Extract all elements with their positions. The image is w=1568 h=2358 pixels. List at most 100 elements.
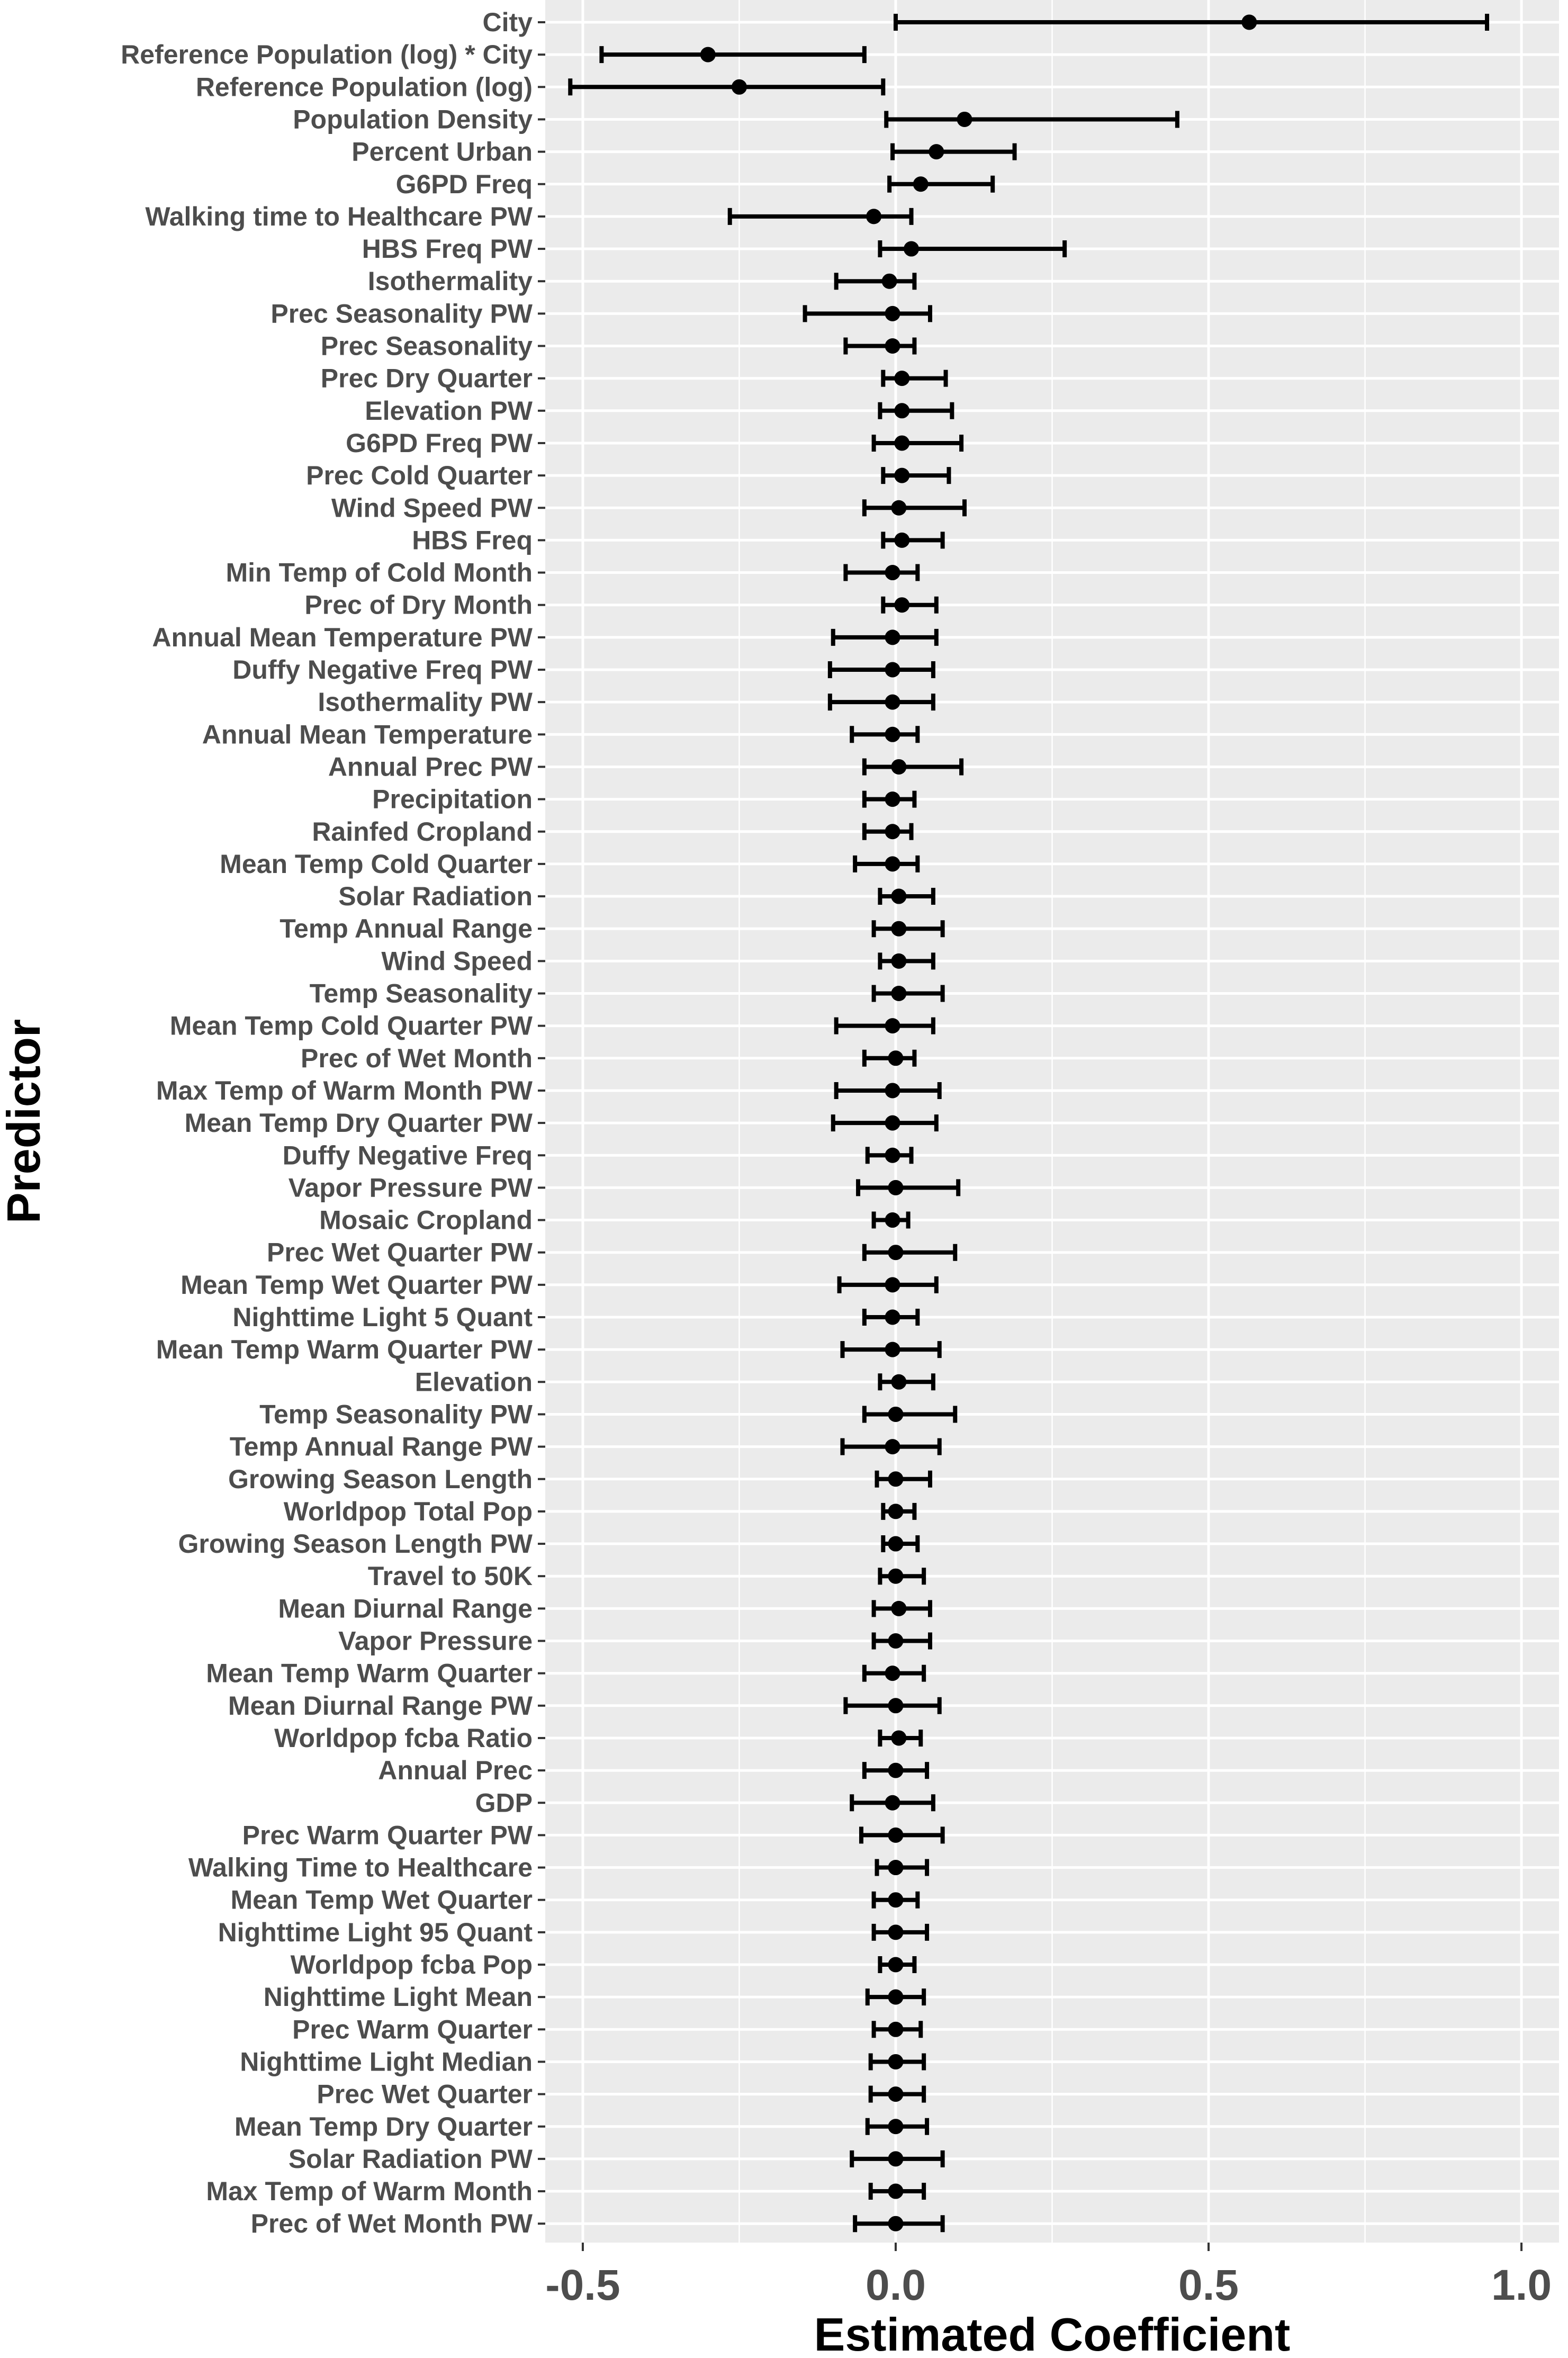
estimate-point bbox=[700, 47, 716, 62]
error-bar-row bbox=[837, 1276, 939, 1293]
error-bar-row bbox=[862, 1309, 920, 1326]
y-tick-label: Mosaic Cropland bbox=[319, 1205, 533, 1235]
y-tick-label: Prec Warm Quarter PW bbox=[242, 1820, 533, 1850]
error-bar-row bbox=[868, 2053, 926, 2071]
error-bar-row bbox=[878, 240, 1067, 258]
estimate-point bbox=[913, 176, 929, 192]
estimate-point bbox=[885, 694, 900, 710]
y-tick-label: Prec Dry Quarter bbox=[321, 364, 533, 393]
y-tick-label: Reference Population (log) * City bbox=[121, 40, 533, 69]
estimate-point bbox=[891, 921, 907, 937]
y-tick-label: Nighttime Light 95 Quant bbox=[218, 1918, 533, 1947]
error-bar-row bbox=[831, 628, 939, 646]
estimate-point bbox=[888, 1957, 904, 1973]
error-bar-row bbox=[875, 1470, 932, 1488]
y-tick-label: Prec Wet Quarter PW bbox=[267, 1238, 533, 1267]
estimate-point bbox=[888, 2151, 904, 2167]
estimate-point bbox=[891, 888, 907, 904]
y-tick-label: Wind Speed PW bbox=[331, 493, 533, 523]
estimate-point bbox=[885, 824, 900, 840]
error-bar-row bbox=[862, 758, 964, 776]
y-tick-label: Growing Season Length bbox=[228, 1464, 533, 1494]
y-tick-label: Mean Temp Wet Quarter bbox=[231, 1885, 533, 1915]
error-bar-row bbox=[884, 111, 1179, 128]
estimate-point bbox=[888, 1924, 904, 1940]
x-tick-label: 0.0 bbox=[866, 2261, 926, 2309]
estimate-point bbox=[888, 2021, 904, 2037]
y-tick-label: Mean Temp Dry Quarter bbox=[235, 2112, 533, 2141]
y-tick-label: Prec Seasonality bbox=[321, 331, 533, 361]
estimate-point bbox=[888, 1504, 904, 1519]
error-bar-row bbox=[727, 208, 914, 225]
y-tick-label: Mean Temp Wet Quarter PW bbox=[181, 1270, 533, 1300]
error-bar-row bbox=[834, 1082, 942, 1099]
error-bar-row bbox=[840, 1341, 942, 1358]
estimate-point bbox=[891, 759, 907, 775]
estimate-point bbox=[888, 2054, 904, 2069]
estimate-point bbox=[929, 144, 944, 160]
estimate-point bbox=[888, 2119, 904, 2135]
y-tick-label: Precipitation bbox=[372, 785, 533, 814]
error-bar-row bbox=[827, 661, 935, 678]
estimate-point bbox=[888, 1827, 904, 1843]
estimate-point bbox=[885, 1115, 900, 1131]
estimate-point bbox=[894, 435, 910, 451]
estimate-point bbox=[885, 1212, 900, 1228]
y-tick-label: Max Temp of Warm Month PW bbox=[156, 1076, 533, 1105]
estimate-point bbox=[885, 726, 900, 742]
y-tick-label: Temp Seasonality bbox=[310, 979, 533, 1009]
estimate-point bbox=[891, 1600, 907, 1616]
y-tick-label: G6PD Freq PW bbox=[346, 428, 533, 458]
estimate-point bbox=[885, 565, 900, 581]
error-bar-row bbox=[871, 920, 945, 938]
y-tick-label: Annual Prec PW bbox=[328, 752, 533, 781]
estimate-point bbox=[885, 1439, 900, 1455]
error-bar-row bbox=[827, 694, 935, 711]
x-tick-label: 1.0 bbox=[1491, 2261, 1552, 2309]
error-bar-row bbox=[859, 1826, 945, 1844]
error-bar-row bbox=[803, 305, 932, 322]
error-bar-row bbox=[871, 2021, 923, 2038]
y-tick-label: Prec of Wet Month PW bbox=[251, 2209, 533, 2238]
estimate-point bbox=[885, 1083, 900, 1099]
y-tick-label: Temp Annual Range bbox=[280, 914, 533, 943]
error-bar-row bbox=[893, 14, 1490, 31]
y-tick-label: Nighttime Light Median bbox=[240, 2047, 533, 2076]
error-bar-row bbox=[878, 952, 935, 970]
estimate-point bbox=[888, 1989, 904, 2005]
y-tick-label: Solar Radiation bbox=[338, 881, 533, 911]
y-tick-label: Wind Speed bbox=[381, 946, 533, 976]
estimate-point bbox=[888, 2183, 904, 2199]
error-bar-row bbox=[875, 1859, 930, 1876]
error-bar-row bbox=[881, 1535, 920, 1553]
y-tick-label: GDP bbox=[475, 1788, 533, 1817]
x-tick-label: 0.5 bbox=[1178, 2261, 1239, 2309]
error-bar-row bbox=[878, 1373, 935, 1391]
estimate-point bbox=[888, 1245, 904, 1261]
error-bar-row bbox=[881, 532, 945, 549]
error-bar-row bbox=[840, 1438, 942, 1455]
error-bar-row bbox=[843, 564, 920, 581]
y-tick-label: Mean Diurnal Range PW bbox=[228, 1691, 533, 1721]
y-tick-label: Mean Temp Cold Quarter PW bbox=[170, 1011, 533, 1041]
error-bar-row bbox=[856, 1179, 961, 1196]
estimate-point bbox=[888, 1406, 904, 1422]
error-bar-row bbox=[878, 1956, 917, 1973]
error-bar-row bbox=[881, 596, 939, 614]
error-bar-row bbox=[878, 1568, 926, 1585]
error-bar-row bbox=[878, 1729, 923, 1747]
estimate-point bbox=[894, 597, 910, 613]
estimate-point bbox=[888, 1568, 904, 1584]
estimate-point bbox=[888, 1633, 904, 1649]
y-tick-label: Duffy Negative Freq bbox=[283, 1140, 533, 1170]
estimate-point bbox=[1241, 14, 1257, 30]
error-bar-row bbox=[850, 1794, 935, 1812]
error-bar-row bbox=[871, 1632, 932, 1650]
error-bar-row bbox=[871, 985, 945, 1002]
estimate-point bbox=[888, 1050, 904, 1066]
x-tick-label: -0.5 bbox=[545, 2261, 620, 2309]
error-bar-row bbox=[850, 726, 920, 743]
estimate-point bbox=[885, 1147, 900, 1163]
estimate-point bbox=[866, 209, 882, 224]
